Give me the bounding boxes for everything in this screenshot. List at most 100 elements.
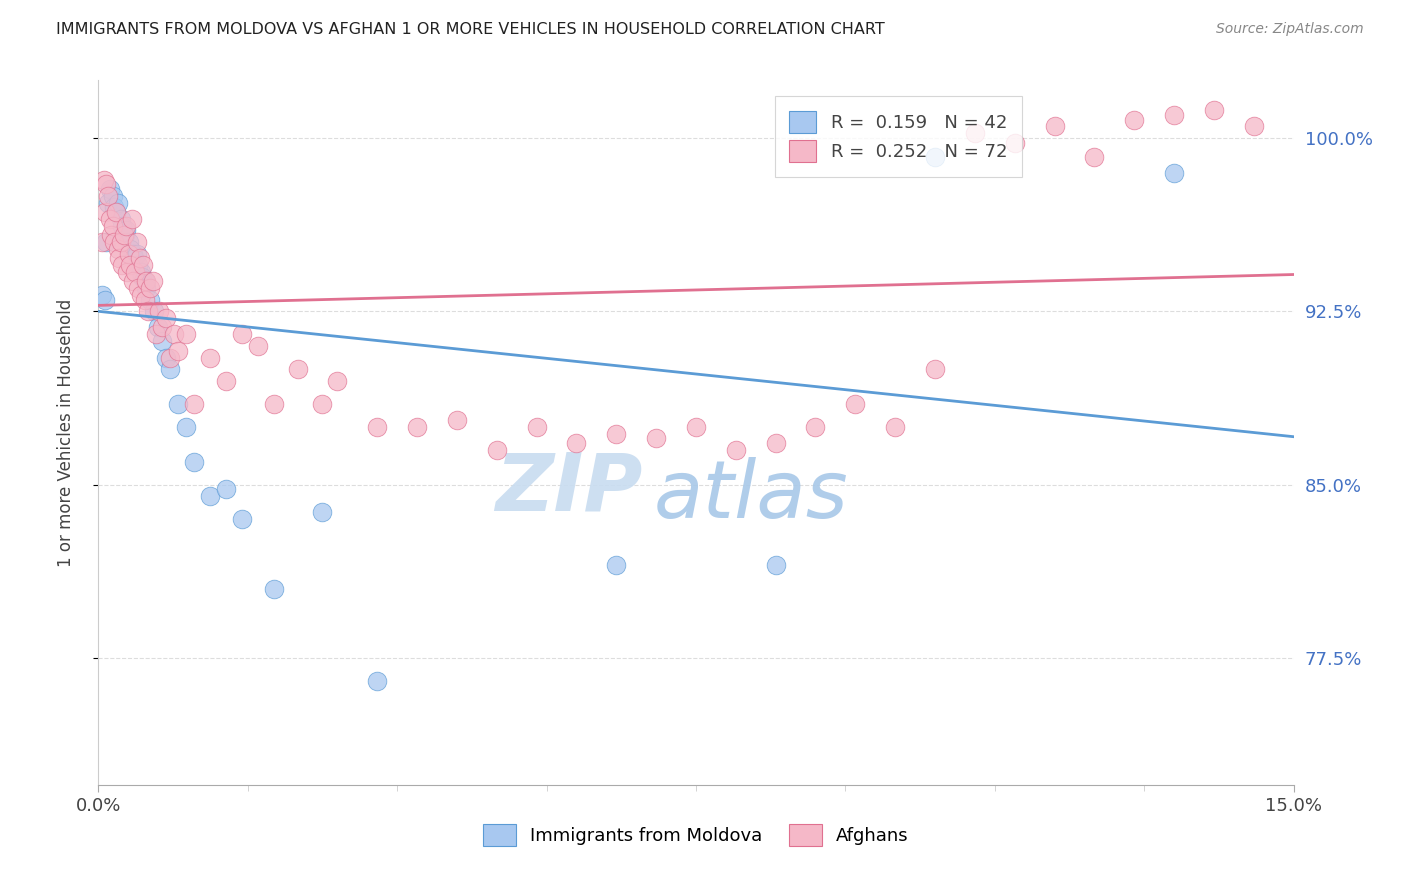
Point [125, 235, 148, 249]
Text: Source: ZipAtlas.com: Source: ZipAtlas.com [1216, 22, 1364, 37]
Point [366, 673, 388, 688]
Text: atlas: atlas [654, 457, 849, 535]
Point [129, 265, 152, 279]
Point [167, 397, 190, 411]
Point [98, 211, 121, 226]
Point [287, 362, 309, 376]
Point [108, 251, 131, 265]
Point [110, 235, 132, 249]
Point [155, 351, 177, 365]
Point [1243, 120, 1265, 134]
Point [103, 200, 125, 214]
Point [159, 351, 181, 365]
Point [174, 420, 197, 434]
Point [183, 397, 205, 411]
Point [215, 374, 238, 388]
Point [246, 339, 269, 353]
Point [148, 320, 170, 334]
Point [91, 235, 114, 249]
Point [406, 420, 429, 434]
Point [1043, 120, 1066, 134]
Y-axis label: 1 or more Vehicles in Household: 1 or more Vehicles in Household [56, 299, 75, 566]
Point [125, 246, 148, 260]
Point [150, 334, 173, 349]
Point [446, 413, 468, 427]
Point [565, 436, 588, 450]
Point [174, 327, 197, 342]
Point [159, 362, 181, 376]
Point [485, 442, 508, 457]
Point [131, 288, 153, 302]
Point [118, 235, 141, 249]
Point [94, 293, 117, 307]
Point [605, 558, 627, 573]
Point [122, 274, 145, 288]
Text: IMMIGRANTS FROM MOLDOVA VS AFGHAN 1 OR MORE VEHICLES IN HOUSEHOLD CORRELATION CH: IMMIGRANTS FROM MOLDOVA VS AFGHAN 1 OR M… [56, 22, 884, 37]
Point [104, 205, 127, 219]
Point [155, 311, 177, 326]
Point [685, 420, 707, 434]
Point [1202, 103, 1225, 118]
Point [198, 489, 221, 503]
Point [136, 304, 159, 318]
Text: ZIP: ZIP [495, 450, 643, 528]
Point [1163, 166, 1185, 180]
Point [134, 293, 156, 307]
Point [148, 304, 170, 318]
Point [114, 219, 136, 233]
Point [114, 228, 136, 243]
Point [1163, 108, 1185, 122]
Point [127, 281, 149, 295]
Point [107, 195, 129, 210]
Point [120, 242, 142, 256]
Point [118, 246, 141, 260]
Point [924, 362, 946, 376]
Point [884, 420, 907, 434]
Point [765, 436, 787, 450]
Point [142, 274, 165, 288]
Point [844, 397, 866, 411]
Point [311, 397, 333, 411]
Point [326, 374, 349, 388]
Point [112, 228, 135, 243]
Point [1004, 136, 1026, 150]
Point [128, 251, 150, 265]
Point [124, 265, 146, 279]
Point [150, 320, 173, 334]
Point [215, 482, 238, 496]
Point [97, 195, 120, 210]
Point [231, 512, 253, 526]
Point [96, 235, 118, 249]
Point [183, 454, 205, 468]
Point [131, 269, 153, 284]
Point [127, 258, 149, 272]
Point [366, 420, 388, 434]
Point [1123, 112, 1146, 127]
Point [121, 211, 143, 226]
Point [765, 558, 787, 573]
Point [139, 293, 162, 307]
Point [107, 242, 129, 256]
Point [198, 351, 221, 365]
Point [924, 149, 946, 163]
Point [110, 211, 132, 226]
Point [132, 258, 155, 272]
Point [167, 343, 190, 358]
Point [263, 397, 285, 411]
Point [311, 505, 333, 519]
Point [96, 178, 118, 192]
Point [115, 265, 138, 279]
Point [98, 182, 122, 196]
Point [121, 246, 143, 260]
Point [724, 442, 747, 457]
Point [115, 223, 138, 237]
Point [91, 288, 114, 302]
Point [101, 189, 124, 203]
Point [804, 420, 827, 434]
Point [124, 251, 146, 265]
Point [104, 205, 127, 219]
Point [605, 426, 627, 441]
Point [97, 189, 120, 203]
Point [135, 274, 157, 288]
Legend: Immigrants from Moldova, Afghans: Immigrants from Moldova, Afghans [475, 817, 917, 854]
